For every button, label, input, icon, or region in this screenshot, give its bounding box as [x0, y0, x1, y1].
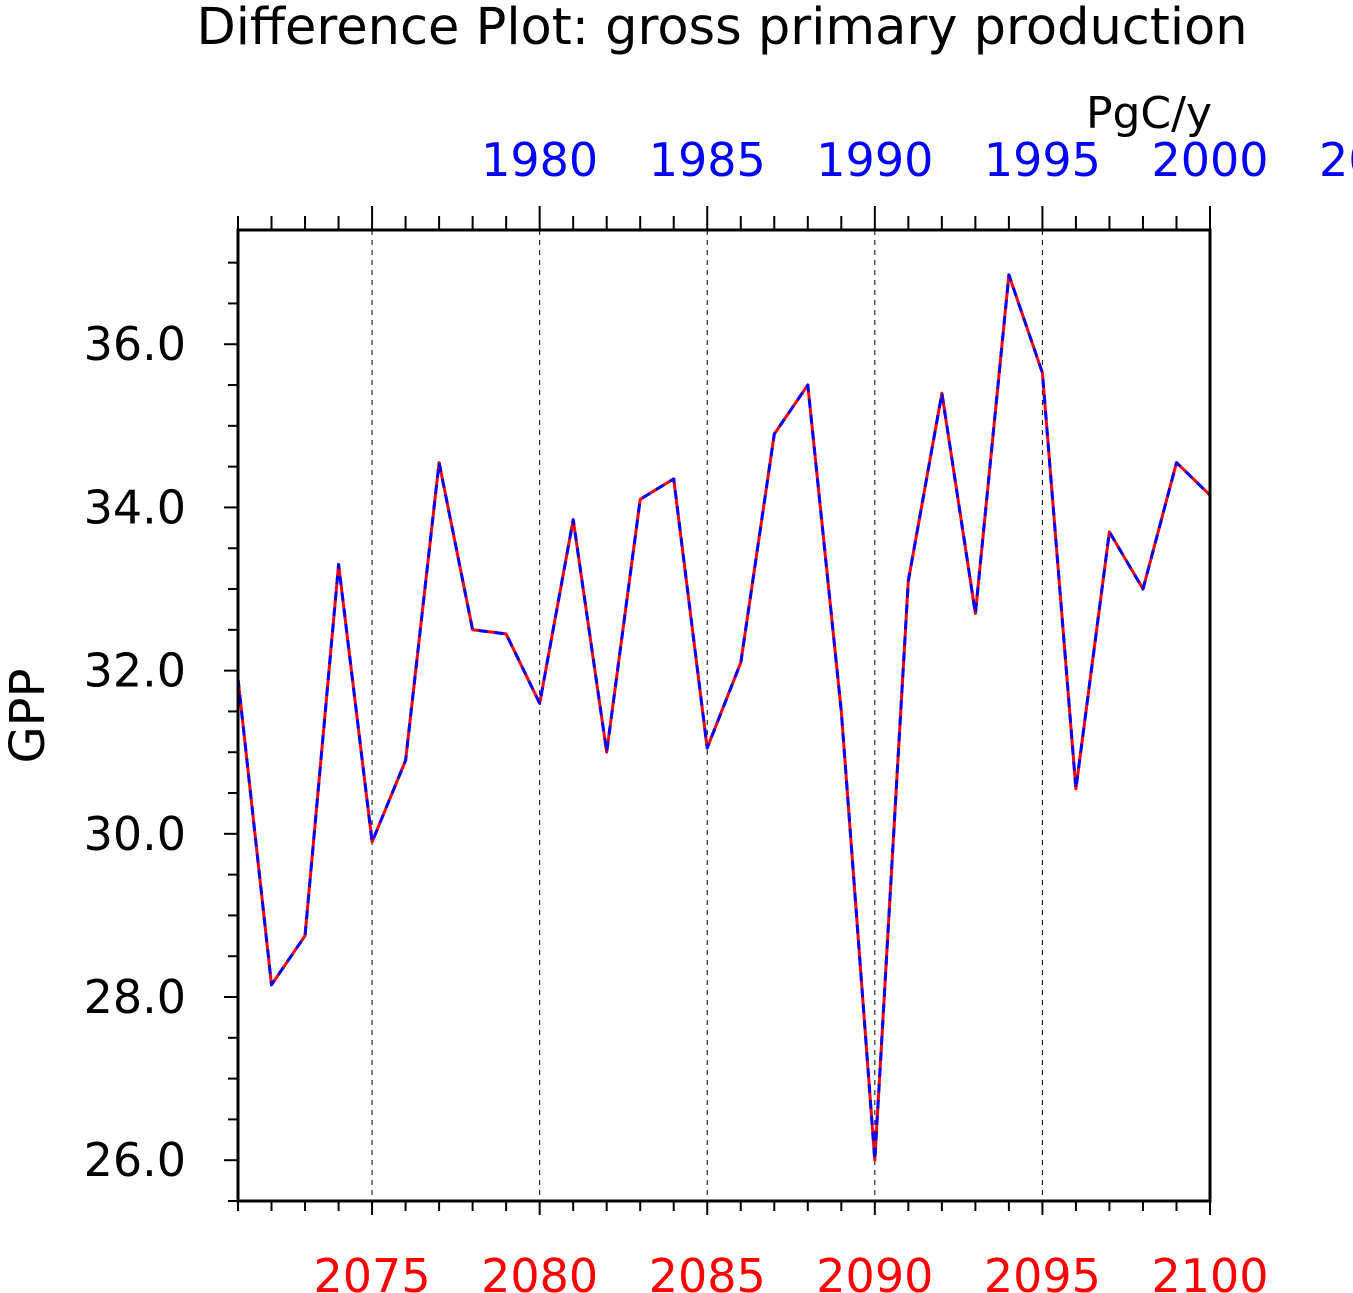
bottom-tick-label: 2100 [1151, 1249, 1268, 1293]
bottom-tick-label: 2095 [984, 1249, 1101, 1293]
grid-lines [371, 230, 1043, 1201]
bottom-tick-label: 2085 [649, 1249, 766, 1293]
y-tick-label: 28.0 [84, 970, 186, 1024]
tick-labels: 2075 2080 2085 2090 2095 2100 1980 1985 1990 1995… [84, 133, 1353, 1293]
bottom-tick-label: 2080 [481, 1249, 598, 1293]
plot-frame [236, 228, 1212, 1203]
y-tick-label: 32.0 [84, 644, 186, 698]
chart-title: Difference Plot: gross primary productio… [196, 0, 1247, 57]
y-axis-label: GPP [0, 668, 56, 763]
top-tick-label: 1995 [984, 133, 1101, 187]
bottom-tick-label: 2075 [314, 1249, 431, 1293]
y-tick-label: 34.0 [84, 480, 186, 534]
series-line-blue [236, 273, 1212, 1162]
axis-ticks [224, 206, 1211, 1215]
y-tick-label: 30.0 [84, 807, 186, 861]
data-series [236, 273, 1212, 1162]
top-tick-label: 1980 [481, 133, 598, 187]
y-tick-label: 36.0 [84, 317, 186, 371]
y-tick-label: 26.0 [84, 1133, 186, 1187]
top-tick-label: 2000 [1151, 133, 1268, 187]
top-tick-label: 1990 [816, 133, 933, 187]
series-line-red [236, 273, 1212, 1162]
top-tick-label: 1985 [649, 133, 766, 187]
bottom-tick-label: 2090 [816, 1249, 933, 1293]
units-label: PgC/y [1086, 88, 1212, 139]
top-tick-label: 2005 [1319, 133, 1353, 187]
